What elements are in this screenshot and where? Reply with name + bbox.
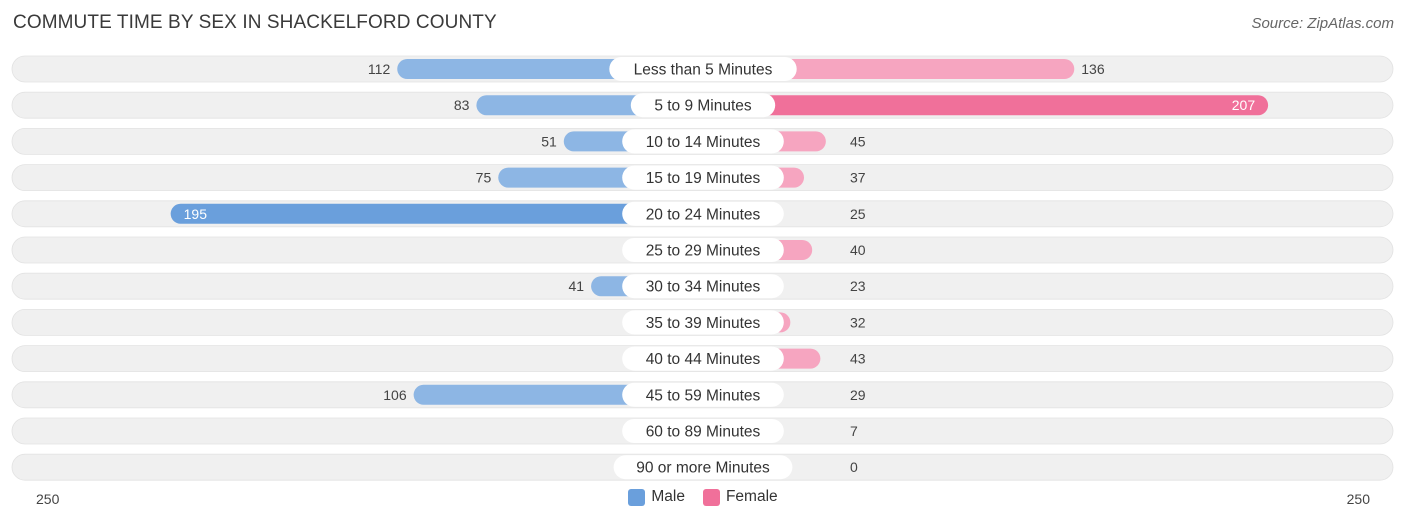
male-value-3: 51 <box>541 133 557 149</box>
legend-label-female: Female <box>725 488 778 505</box>
category-pill-10 <box>622 382 784 407</box>
male-value-10: 106 <box>383 387 407 403</box>
category-label-9: 40 to 44 Minutes <box>646 351 761 368</box>
category-label-2: 5 to 9 Minutes <box>654 98 752 115</box>
female-value-9: 43 <box>850 351 866 367</box>
female-value-2: 207 <box>1232 97 1256 113</box>
category-label-5: 20 to 24 Minutes <box>646 206 761 223</box>
legend-swatch-female <box>702 488 720 506</box>
category-pill-11 <box>622 419 784 443</box>
female-value-3: 45 <box>850 133 866 149</box>
female-value-10: 29 <box>850 387 866 403</box>
male-value-2: 83 <box>454 97 470 113</box>
category-label-6: 25 to 29 Minutes <box>646 243 761 260</box>
category-pill-5 <box>622 201 784 226</box>
category-pill-3 <box>622 129 784 154</box>
female-value-1: 136 <box>1081 61 1105 77</box>
legend-label-male: Male <box>651 488 685 505</box>
category-label-8: 35 to 39 Minutes <box>646 315 761 332</box>
category-label-11: 60 to 89 Minutes <box>646 424 761 441</box>
category-pill-7 <box>622 274 784 299</box>
category-label-7: 30 to 34 Minutes <box>646 279 761 296</box>
category-label-10: 45 to 59 Minutes <box>646 387 761 404</box>
category-pill-6 <box>622 238 784 262</box>
female-value-11: 7 <box>850 423 858 439</box>
male-value-1: 112 <box>368 61 391 77</box>
legend-swatch-male <box>628 488 646 506</box>
category-pill-4 <box>622 165 784 190</box>
male-value-4: 75 <box>476 170 492 186</box>
category-pill-2 <box>630 93 776 118</box>
category-label-4: 15 to 19 Minutes <box>646 170 761 187</box>
axis-label-left: 250 <box>36 491 60 507</box>
female-bar-1 <box>703 59 1075 79</box>
female-value-5: 25 <box>850 206 866 222</box>
category-pill-9 <box>622 346 784 371</box>
female-value-7: 23 <box>850 278 866 294</box>
legend: Male Female <box>0 488 1406 506</box>
female-value-12: 0 <box>850 459 858 475</box>
male-value-7: 41 <box>568 278 584 294</box>
female-value-6: 40 <box>850 242 866 258</box>
category-label-3: 10 to 14 Minutes <box>646 134 761 151</box>
source-label: Source: ZipAtlas.com <box>1251 15 1394 32</box>
chart-title: COMMUTE TIME BY SEX IN SHACKELFORD COUNT… <box>13 12 497 33</box>
category-pill-8 <box>622 310 784 335</box>
axis-label-right: 250 <box>1347 491 1371 507</box>
female-bar-2 <box>703 95 1269 116</box>
legend-item-male[interactable]: Male <box>628 488 685 506</box>
legend-item-female[interactable]: Female <box>702 488 778 506</box>
category-pill-12 <box>613 455 793 480</box>
category-pill-1 <box>609 57 797 81</box>
category-label-12: 90 or more Minutes <box>636 460 770 477</box>
female-value-4: 37 <box>850 170 866 186</box>
male-value-5: 195 <box>184 206 208 222</box>
category-label-1: Less than 5 Minutes <box>634 62 773 79</box>
male-bar-5 <box>170 203 703 224</box>
female-value-8: 32 <box>850 314 866 330</box>
